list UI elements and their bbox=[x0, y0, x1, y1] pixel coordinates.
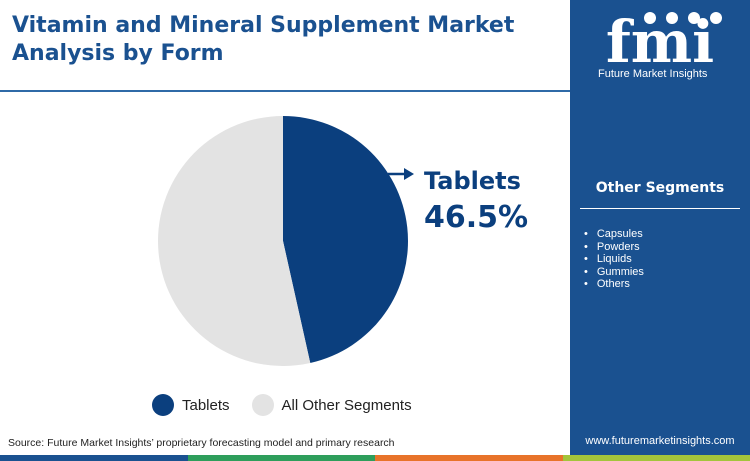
other-segments-divider bbox=[580, 208, 740, 209]
website-link[interactable]: www.futuremarketinsights.com bbox=[585, 435, 735, 447]
segment-item-powders: Powders bbox=[584, 241, 644, 254]
sidebar: fmi Future Market Insights Other Segment… bbox=[570, 0, 750, 455]
logo-dot-2 bbox=[666, 12, 678, 24]
legend-swatch-tablets bbox=[152, 394, 174, 416]
title-divider bbox=[0, 90, 570, 92]
pie-slice-all-other-segments bbox=[158, 116, 311, 366]
legend: Tablets All Other Segments bbox=[152, 394, 434, 416]
bottom-bar-segment-1 bbox=[0, 455, 188, 461]
segment-item-liquids: Liquids bbox=[584, 253, 644, 266]
legend-label-other: All Other Segments bbox=[281, 396, 412, 414]
legend-swatch-other bbox=[251, 394, 274, 416]
bottom-color-bar bbox=[0, 455, 750, 461]
legend-label-tablets: Tablets bbox=[182, 396, 230, 414]
bottom-bar-segment-4 bbox=[562, 455, 750, 461]
source-note: Source: Future Market Insights’ propriet… bbox=[8, 437, 395, 449]
fmi-logo: fmi bbox=[606, 8, 722, 76]
logo-dot-4 bbox=[710, 12, 722, 24]
chart-title: Vitamin and Mineral Supplement Market An… bbox=[12, 13, 515, 66]
bottom-bar-segment-2 bbox=[187, 455, 375, 461]
pie-slice-tablets bbox=[283, 116, 409, 363]
other-segments-list: Capsules Powders Liquids Gummies Others bbox=[584, 228, 644, 291]
pie-slices bbox=[158, 116, 409, 366]
bottom-bar-segment-3 bbox=[375, 455, 563, 461]
segment-item-others: Others bbox=[584, 278, 644, 291]
logo-subtitle: Future Market Insights bbox=[598, 68, 708, 80]
logo-dot-3 bbox=[688, 12, 700, 24]
legend-item-tablets: Tablets bbox=[152, 394, 230, 416]
callout-value: 46.5% bbox=[424, 200, 528, 235]
legend-item-other: All Other Segments bbox=[251, 394, 412, 416]
other-segments-title: Other Segments bbox=[595, 180, 725, 196]
segment-item-capsules: Capsules bbox=[584, 228, 644, 241]
segment-item-gummies: Gummies bbox=[584, 266, 644, 279]
logo-dot-1 bbox=[644, 12, 656, 24]
pie-chart: Tablets 46.5% bbox=[158, 116, 528, 366]
callout-label: Tablets bbox=[424, 167, 521, 195]
callout-arrow bbox=[388, 168, 414, 180]
